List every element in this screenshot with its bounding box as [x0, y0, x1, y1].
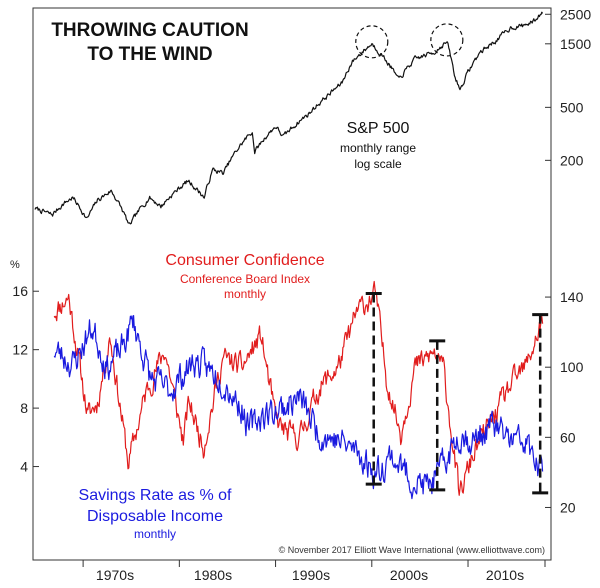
x-axis-tick-label: 2010s [486, 567, 524, 583]
x-axis-tick-label: 1990s [292, 567, 330, 583]
x-axis-tick-label: 2000s [390, 567, 428, 583]
savings-axis-tick-label: 8 [20, 400, 28, 416]
savings-axis-tick-label: 4 [20, 459, 28, 475]
savings-label-line-2: Disposable Income [87, 508, 223, 525]
sp500-label: S&P 500 [347, 120, 410, 137]
chart-title-line-2: TO THE WIND [87, 44, 212, 65]
sp500-axis-tick-label: 200 [560, 152, 584, 168]
confidence-label: Consumer Confidence [165, 252, 324, 269]
sp500-sublabel-scale: log scale [354, 157, 402, 171]
sp500-axis-tick-label: 500 [560, 99, 584, 115]
savings-rate-line [53, 315, 544, 500]
confidence-sublabel-freq: monthly [224, 287, 266, 301]
savings-sublabel-freq: monthly [134, 527, 176, 541]
sp500-axis-tick-label: 2500 [560, 6, 591, 22]
sp500-sublabel-range: monthly range [340, 141, 416, 155]
copyright-note: © November 2017 Elliott Wave Internation… [279, 545, 545, 555]
savings-axis-tick-label: 12 [12, 342, 28, 358]
highlight-2000 [365, 292, 382, 486]
highlight-2007 [429, 339, 446, 492]
confidence-axis-tick-label: 100 [560, 359, 584, 375]
circled-top-2000 [355, 25, 389, 59]
confidence-axis-tick-label: 60 [560, 429, 576, 445]
sp500-axis-tick-label: 1500 [560, 36, 591, 52]
x-axis-tick-label: 1980s [194, 567, 232, 583]
sp500-line [34, 11, 544, 225]
confidence-axis-tick-label: 140 [560, 289, 584, 305]
plot-frame [32, 7, 552, 561]
consumer-confidence-line [53, 280, 544, 496]
savings-axis-tick-label: 16 [12, 283, 28, 299]
chart-title-line-1: THROWING CAUTION [51, 20, 248, 41]
confidence-axis-tick-label: 20 [560, 499, 576, 515]
savings-label-line-1: Savings Rate as % of [79, 487, 233, 504]
highlight-2017 [532, 313, 549, 495]
savings-axis-unit: % [10, 259, 20, 271]
confidence-sublabel-index: Conference Board Index [180, 272, 310, 286]
circled-top-2007 [430, 23, 464, 57]
x-axis-tick-label: 1970s [96, 567, 134, 583]
